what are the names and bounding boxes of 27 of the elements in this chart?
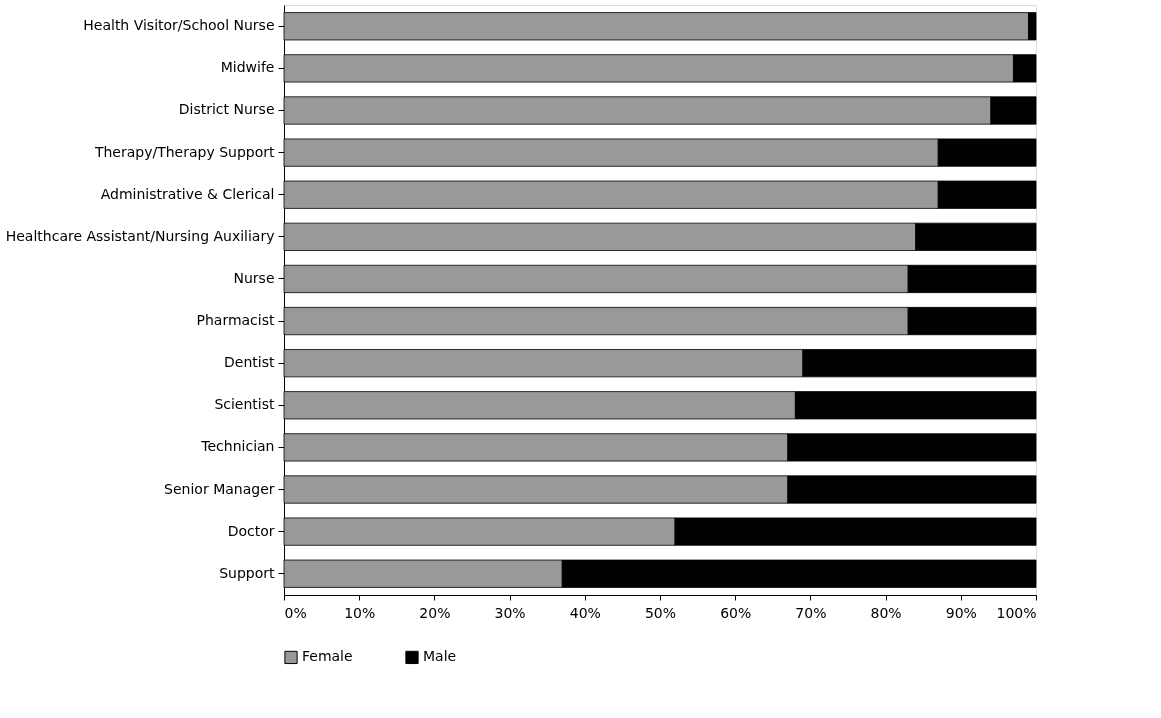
x-tick-label: 90% (945, 604, 977, 621)
x-tick-label: 10% (344, 604, 376, 621)
y-tick-label: Healthcare Assistant/Nursing Auxiliary (5, 227, 275, 244)
y-tick-label: Doctor (227, 522, 275, 539)
x-tick-label: 40% (569, 604, 601, 621)
y-tick-label: Administrative & Clerical (100, 185, 275, 202)
y-tick-label: Therapy/Therapy Support (93, 143, 275, 160)
x-tick-label: 0% (284, 604, 307, 621)
y-tick-label: Support (219, 564, 276, 581)
y-tick-label: Senior Manager (164, 480, 275, 497)
x-tick-label: 30% (494, 604, 526, 621)
y-tick-label: Nurse (233, 269, 275, 286)
x-tick-label: 70% (795, 604, 827, 621)
y-tick-label: District Nurse (178, 101, 275, 118)
x-tick-label: 50% (644, 604, 677, 621)
legend-label: Male (423, 648, 457, 665)
x-tick-label: 20% (419, 604, 451, 621)
y-tick-label: Dentist (224, 354, 275, 371)
x-tick-label: 100% (996, 604, 1037, 621)
y-tick-label: Health Visitor/School Nurse (83, 17, 275, 34)
y-tick-label: Pharmacist (196, 312, 275, 329)
y-tick-label: Midwife (220, 59, 275, 76)
y-tick-label: Scientist (214, 396, 276, 413)
x-tick-label: 60% (720, 604, 752, 621)
y-tick-label: Technician (200, 438, 275, 455)
legend-label: Female (302, 648, 353, 665)
x-tick-label: 80% (870, 604, 902, 621)
